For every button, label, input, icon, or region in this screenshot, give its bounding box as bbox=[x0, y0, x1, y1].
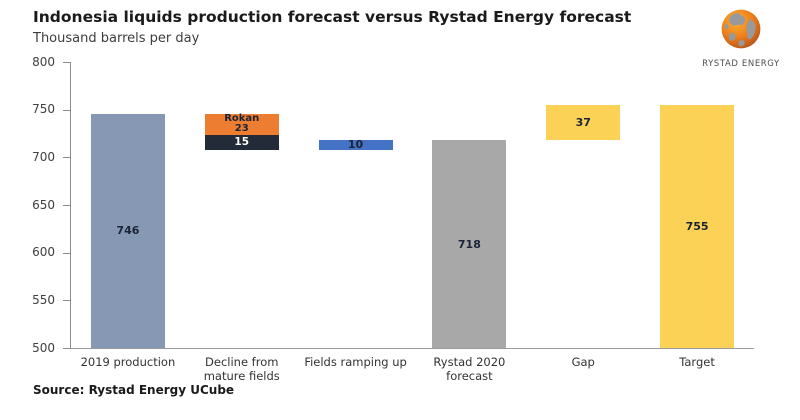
rystad-energy-logo: RYSTAD ENERGY bbox=[698, 6, 784, 69]
y-tick-mark bbox=[63, 109, 70, 111]
y-tick-label: 500 bbox=[32, 340, 55, 355]
y-tick-label: 600 bbox=[32, 245, 55, 260]
y-tick-label: 700 bbox=[32, 149, 55, 164]
x-axis-line bbox=[70, 348, 754, 349]
y-tick-label: 800 bbox=[32, 54, 55, 69]
bar-value-label: 755 bbox=[685, 219, 709, 233]
chart-column-6: 755 bbox=[640, 62, 754, 348]
y-tick-label: 550 bbox=[32, 292, 55, 307]
y-tick-label: 750 bbox=[32, 102, 55, 117]
x-axis-label: Decline from mature fields bbox=[203, 355, 280, 383]
y-tick-mark bbox=[63, 62, 70, 63]
source-note: Source: Rystad Energy UCube bbox=[33, 383, 235, 397]
x-axis-label: 2019 production bbox=[80, 355, 176, 369]
chart-column-2: Rokan 23 15 bbox=[185, 62, 299, 348]
waterfall-chart: 800 750 700 650 600 550 500 746 Rokan 23 15 10 718 3… bbox=[0, 55, 800, 383]
y-axis-line bbox=[70, 62, 71, 349]
chart-units-subtitle: Thousand barrels per day bbox=[33, 31, 200, 46]
y-tick-mark bbox=[63, 157, 70, 159]
bar-value-label: 10 bbox=[347, 138, 364, 152]
y-tick-mark bbox=[63, 300, 70, 302]
x-axis-labels: 2019 production Decline from mature field… bbox=[71, 355, 754, 383]
x-axis-label: Gap bbox=[571, 355, 595, 369]
bar-value-label: 15 bbox=[234, 136, 250, 149]
bar-segment: 755 bbox=[660, 104, 735, 348]
bar-value-label: Rokan bbox=[224, 112, 260, 124]
bar-segment: 15 bbox=[204, 135, 279, 150]
bar-segment: Rokan 23 bbox=[204, 112, 279, 136]
bar-value-label: 23 bbox=[234, 123, 249, 135]
x-axis-label: Rystad 2020 forecast bbox=[433, 355, 506, 383]
x-axis-label: Fields ramping up bbox=[304, 355, 407, 369]
y-tick-mark bbox=[63, 348, 70, 349]
chart-column-3: 10 bbox=[299, 62, 413, 348]
x-axis-label: Target bbox=[679, 355, 715, 369]
chart-column-4: 718 bbox=[412, 62, 526, 348]
bar-segment: 746 bbox=[90, 113, 165, 348]
chart-column-5: 37 bbox=[526, 62, 640, 348]
bar-value-label: 746 bbox=[116, 224, 140, 238]
bar-segment: 718 bbox=[432, 140, 507, 348]
y-tick-label: 650 bbox=[32, 197, 55, 212]
bar-value-label: 37 bbox=[575, 116, 591, 130]
chart-column-1: 746 bbox=[71, 62, 185, 348]
plot-area: 746 Rokan 23 15 10 718 37 755 bbox=[71, 62, 754, 348]
globe-icon bbox=[721, 9, 761, 49]
bar-segment: 37 bbox=[546, 104, 621, 141]
page-title: Indonesia liquids production forecast ve… bbox=[33, 8, 632, 26]
brand-name: RYSTAD ENERGY bbox=[702, 59, 780, 69]
bar-value-label: 718 bbox=[457, 237, 481, 251]
y-tick-mark bbox=[63, 205, 70, 206]
y-tick-mark bbox=[63, 252, 70, 254]
bar-segment: 10 bbox=[318, 138, 393, 152]
